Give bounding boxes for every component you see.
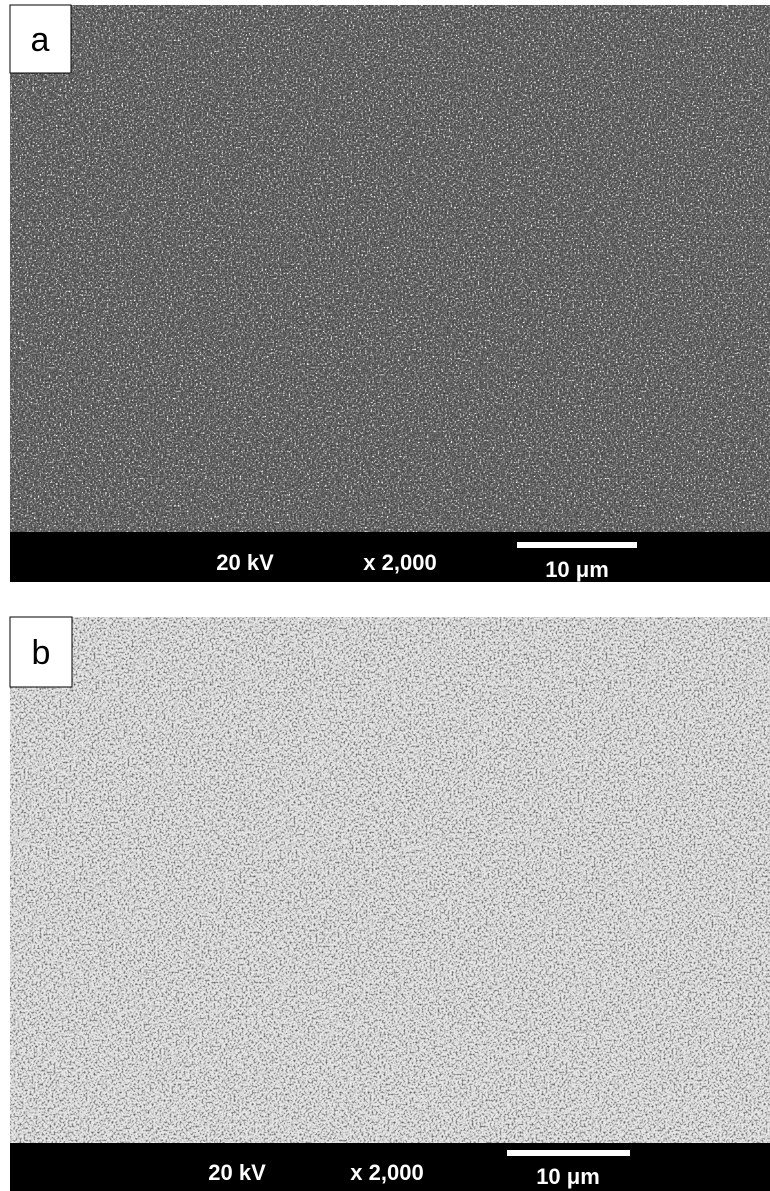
panel-label: b bbox=[32, 634, 51, 672]
scale-bar bbox=[507, 1150, 630, 1156]
voltage: 20 kV bbox=[216, 550, 274, 575]
micrograph bbox=[10, 617, 770, 1143]
figure: a 20 kV x 2,000 10 μm b 20 kV x 2,000 10… bbox=[0, 0, 770, 1191]
panel-b: b 20 kV x 2,000 10 μm bbox=[10, 617, 770, 1191]
magnification: x 2,000 bbox=[363, 550, 436, 575]
scale-label: 10 μm bbox=[536, 1164, 600, 1189]
voltage: 20 kV bbox=[208, 1160, 266, 1185]
micrograph bbox=[10, 5, 770, 532]
magnification: x 2,000 bbox=[350, 1160, 423, 1185]
panel-label: a bbox=[31, 21, 50, 59]
scale-bar bbox=[517, 542, 637, 548]
panel-a: a 20 kV x 2,000 10 μm bbox=[10, 5, 770, 582]
scale-label: 10 μm bbox=[545, 557, 609, 582]
